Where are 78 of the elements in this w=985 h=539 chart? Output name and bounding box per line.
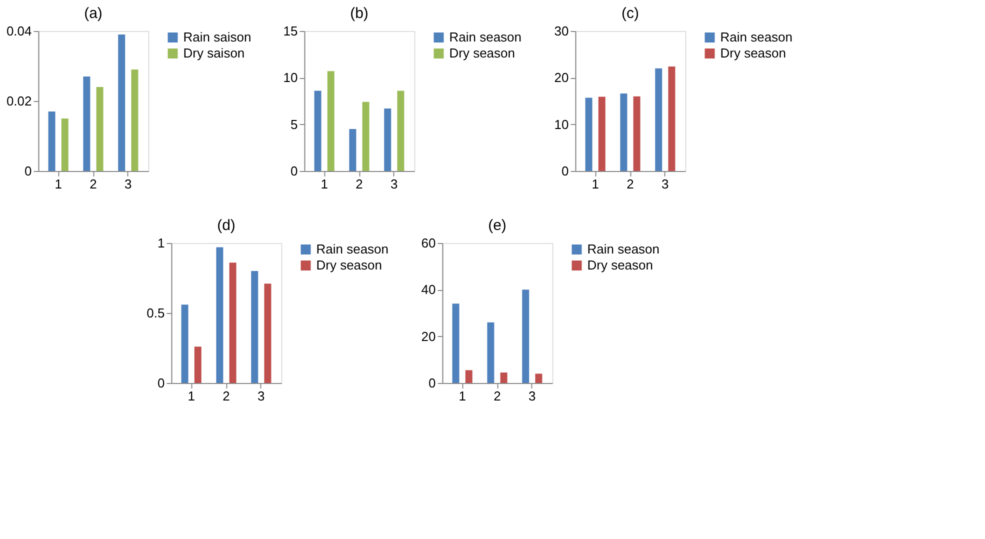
x-tick-label: 1 [458, 388, 466, 404]
legend-label: Dry season [316, 258, 382, 272]
legend-label: Rain season [587, 242, 660, 256]
bar [251, 271, 258, 383]
y-tick-label: 1 [158, 236, 165, 250]
y-tick-label: 40 [421, 282, 436, 298]
bar [83, 76, 90, 171]
y-tick-label: 20 [554, 70, 569, 86]
x-tick-label: 1 [188, 388, 195, 404]
legend-label: Dry saison [183, 46, 245, 60]
x-tick-label: 1 [320, 176, 328, 192]
bar [522, 290, 530, 383]
x-tick-label: 3 [528, 388, 536, 404]
y-tick-label: 15 [283, 24, 298, 38]
chart-title: (a) [84, 5, 102, 22]
bar [181, 304, 188, 383]
x-tick-label: 1 [592, 176, 599, 192]
bar [500, 372, 508, 383]
y-tick-label: 30 [554, 24, 569, 38]
y-tick-label: 0 [158, 376, 165, 390]
y-tick-label: 0 [290, 164, 298, 178]
y-tick-label: 5 [290, 116, 298, 132]
x-tick-label: 2 [90, 176, 97, 192]
chart-title: (e) [488, 217, 506, 234]
bar [216, 247, 224, 383]
y-tick-label: 10 [283, 70, 298, 86]
chart-title: (c) [622, 5, 639, 22]
bar [585, 98, 592, 171]
legend-label: Rain season [316, 242, 389, 256]
bar [620, 94, 628, 171]
y-tick-label: 10 [554, 116, 569, 132]
legend-label: Rain saison [183, 30, 252, 44]
x-tick-label: 1 [54, 176, 62, 192]
bar [118, 34, 126, 171]
bar [349, 129, 356, 171]
legend-label: Dry season [449, 46, 515, 60]
bar [655, 68, 662, 171]
x-tick-label: 2 [222, 388, 230, 404]
chart-title: (d) [217, 217, 236, 234]
bar [96, 87, 104, 171]
y-tick-label: 60 [421, 236, 436, 250]
legend-label: Dry season [720, 46, 786, 60]
x-tick-label: 3 [662, 176, 669, 192]
bar [194, 346, 202, 383]
bar [384, 108, 392, 171]
bar [598, 96, 606, 171]
y-tick-label: 0.04 [6, 24, 32, 38]
bar [61, 118, 68, 171]
bar [48, 112, 56, 171]
y-tick-label: 0 [24, 164, 32, 178]
y-tick-label: 0 [562, 164, 569, 178]
bar [327, 71, 334, 171]
x-tick-label: 2 [626, 176, 634, 192]
bar [131, 70, 138, 171]
x-tick-label: 3 [390, 176, 398, 192]
bar [362, 102, 370, 171]
bar [668, 66, 676, 171]
x-tick-label: 3 [258, 388, 265, 404]
bar [465, 370, 472, 383]
bar [314, 90, 322, 171]
legend-label: Rain season [720, 30, 793, 44]
y-tick-label: 0 [428, 376, 436, 390]
bar [535, 374, 542, 383]
bar [487, 322, 494, 383]
y-tick-label: 20 [421, 328, 436, 344]
bar [633, 96, 640, 171]
x-tick-label: 2 [494, 388, 501, 404]
x-tick-label: 3 [124, 176, 132, 192]
bar [397, 90, 404, 171]
legend-label: Rain season [449, 30, 522, 44]
bar [264, 284, 272, 383]
x-tick-label: 2 [356, 176, 363, 192]
y-tick-label: 0.5 [146, 306, 165, 320]
bar [229, 262, 236, 383]
legend-label: Dry season [587, 258, 653, 272]
y-tick-label: 0.02 [6, 94, 32, 108]
bar [452, 304, 460, 383]
chart-title: (b) [350, 5, 368, 22]
